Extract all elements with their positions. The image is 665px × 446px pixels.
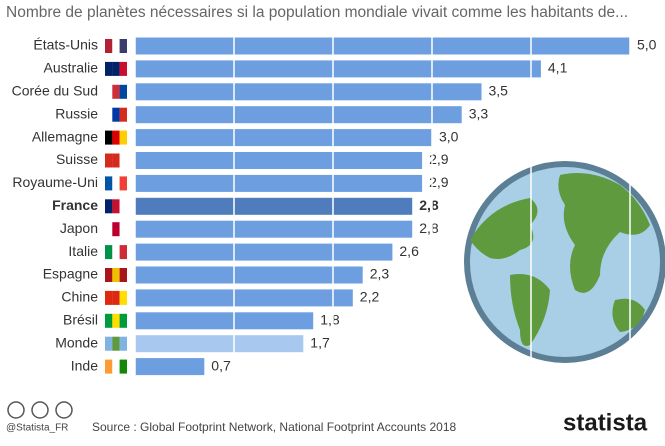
y-tick-label: Australie (44, 60, 99, 76)
bar (135, 312, 314, 330)
flag-icon (119, 359, 127, 374)
y-tick-label: Royaume-Uni (12, 174, 98, 190)
bar (135, 197, 413, 215)
credit: @Statista_FR (6, 423, 68, 434)
bar (135, 106, 462, 124)
flag-icon (105, 199, 113, 214)
flag-icon (105, 107, 113, 122)
flag-icon (105, 290, 113, 305)
flag-icon (105, 176, 113, 191)
bar (135, 37, 630, 55)
bar (135, 60, 541, 78)
flag-icon (105, 336, 113, 351)
flag-icon (112, 290, 120, 305)
y-tick-label: France (52, 197, 98, 213)
bar (135, 243, 393, 261)
bar (135, 289, 353, 307)
flag-icon (105, 130, 113, 145)
flag-icon (112, 268, 120, 282)
y-tick-label: Russie (55, 105, 98, 121)
chart-title: Nombre de planètes nécessaires si la pop… (6, 4, 628, 21)
flag-icon (119, 313, 127, 328)
flag-icon (112, 313, 120, 328)
flag-icon (105, 61, 113, 76)
flag-icon (105, 313, 113, 328)
value-label: 0,7 (211, 357, 231, 373)
bar (135, 266, 363, 284)
value-label: 2,8 (419, 197, 439, 213)
bar (135, 83, 482, 101)
flag-icon (119, 39, 127, 53)
flag-icon (112, 39, 120, 53)
flag-icon (119, 336, 127, 351)
flag-icon (105, 222, 113, 237)
flag-icon (112, 222, 120, 237)
value-label: 2,9 (429, 151, 449, 167)
flag-icon (112, 107, 120, 122)
flag-icon (112, 359, 120, 374)
bar (135, 358, 205, 376)
value-label: 2,2 (360, 289, 380, 305)
flag-icon (105, 359, 113, 374)
bar (135, 335, 304, 353)
flag-icon (112, 153, 120, 168)
bar (135, 220, 413, 238)
y-tick-label: Brésil (63, 312, 98, 328)
flag-icon (119, 61, 127, 76)
footer-icons (7, 401, 73, 419)
flag-icon (112, 61, 120, 76)
brand-logo: statista (563, 409, 648, 436)
value-label: 3,3 (469, 105, 489, 121)
bar (135, 129, 432, 147)
y-tick-label: Chine (61, 289, 98, 305)
value-label: 5,0 (637, 37, 657, 53)
value-label: 2,8 (419, 220, 439, 236)
value-label: 4,1 (548, 60, 568, 76)
y-tick-label: Allemagne (32, 128, 98, 144)
flag-icon (119, 84, 127, 99)
flag-icon (112, 130, 120, 145)
value-label: 2,9 (429, 174, 449, 190)
y-tick-label: Corée du Sud (12, 83, 98, 99)
flag-icon (105, 153, 113, 168)
flag-icon (112, 336, 120, 351)
flag-icon (119, 199, 127, 214)
flag-icon (119, 153, 127, 168)
bar (135, 174, 423, 192)
flag-icon (119, 130, 127, 145)
value-label: 1,8 (320, 312, 340, 328)
y-tick-label: Espagne (43, 266, 98, 282)
y-tick-label: Japon (60, 220, 98, 236)
flag-icon (112, 199, 120, 214)
flag-icon (119, 222, 127, 237)
y-tick-label: Monde (55, 334, 98, 350)
flag-icon (119, 176, 127, 191)
y-tick-label: États-Unis (33, 37, 98, 53)
value-label: 3,0 (439, 128, 459, 144)
value-label: 3,5 (489, 83, 509, 99)
flag-icon (112, 84, 120, 99)
y-tick-label: Inde (71, 357, 98, 373)
flag-icon (119, 290, 127, 305)
source: Source : Global Footprint Network, Natio… (92, 420, 457, 434)
y-tick-label: Italie (68, 243, 98, 259)
flag-icon (112, 176, 120, 191)
y-tick-label: Suisse (56, 151, 98, 167)
value-label: 2,3 (370, 266, 390, 282)
globe (464, 161, 665, 363)
value-label: 1,7 (310, 334, 330, 350)
value-label: 2,6 (399, 243, 419, 259)
flag-icon (105, 268, 113, 282)
flag-icon (105, 245, 113, 260)
bar (135, 152, 423, 169)
flag-icon (105, 84, 113, 99)
flag-icon (105, 39, 113, 53)
flag-icon (119, 107, 127, 122)
flag-icon (112, 245, 120, 260)
flag-icon (119, 268, 127, 282)
flag-icon (119, 245, 127, 260)
